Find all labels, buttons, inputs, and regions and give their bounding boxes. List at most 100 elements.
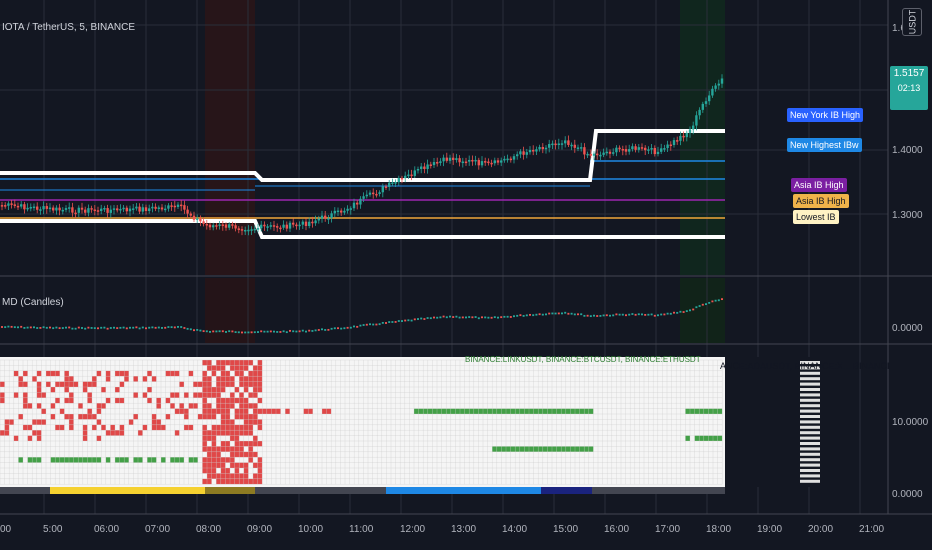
sub-candle (161, 327, 163, 329)
heat-cell (193, 381, 198, 387)
heat-cell (9, 419, 14, 425)
heat-cell (253, 451, 258, 458)
candle (468, 159, 471, 162)
candle (471, 159, 474, 162)
time-tick: 15:00 (553, 524, 578, 535)
price-tick: 1.3000 (892, 210, 923, 221)
sub-candle (679, 310, 682, 313)
sub-candle (317, 329, 320, 331)
candle (368, 192, 372, 195)
heat-cell (685, 408, 690, 414)
heat-cell (225, 381, 230, 387)
heat-cell (469, 408, 474, 414)
sub-candle (84, 327, 87, 330)
heat-cell (552, 446, 557, 452)
sub-candle (605, 314, 608, 317)
heat-cell (243, 397, 249, 404)
time-tick: 20:00 (808, 524, 833, 535)
heat-cell (253, 387, 258, 393)
sub-candle (685, 310, 688, 313)
heat-cell (253, 435, 258, 441)
sub-candle (173, 326, 176, 329)
heat-cell (36, 435, 42, 441)
last-price-badge: 1.5157 02:13 (890, 66, 928, 110)
sub-candle (167, 326, 170, 328)
heat-cell (253, 441, 258, 447)
heat-cell (529, 408, 534, 414)
sub-candle (593, 314, 595, 317)
heat-cell (216, 360, 221, 366)
sub-pane-title[interactable]: MD (Candles) (2, 297, 64, 308)
sub-candle (721, 298, 723, 301)
heat-cell (96, 403, 102, 409)
candle (138, 206, 141, 212)
heat-cell (220, 376, 226, 382)
session-segment (386, 487, 541, 494)
sub-candle (551, 312, 554, 315)
sub-candle (244, 331, 247, 334)
sub-candle (250, 331, 253, 334)
currency-button[interactable]: USDT (902, 8, 922, 36)
time-tick: 11:00 (349, 524, 374, 535)
heat-cell (23, 392, 28, 398)
sub-candle (87, 326, 90, 329)
heat-cell (69, 376, 74, 382)
candle (464, 161, 468, 164)
candle (336, 210, 340, 213)
heat-cell (239, 441, 244, 447)
sub-candle (151, 326, 154, 329)
heat-cell (211, 451, 217, 458)
session-bar (0, 487, 725, 494)
heat-cell (193, 403, 198, 409)
sub-candle (669, 312, 672, 315)
heat-cell (690, 408, 695, 414)
heat-cell (69, 392, 74, 398)
candle (452, 157, 455, 160)
new-highest-ib-text: New Highest IB (790, 140, 853, 150)
heat-cell (211, 365, 217, 371)
symbol-title[interactable]: IOTA / TetherUS, 5, BINANCE (2, 22, 136, 33)
heat-cell (92, 381, 97, 387)
heat-cell (257, 387, 263, 393)
heat-cell (717, 408, 723, 414)
sub-candle (132, 326, 135, 329)
sub-candle (260, 330, 263, 333)
heat-cell (124, 457, 129, 463)
heat-cell (225, 446, 230, 452)
candle (586, 153, 589, 156)
heat-cell (685, 435, 690, 441)
sub-candle (417, 318, 419, 320)
candle (263, 224, 266, 227)
candle (429, 164, 432, 166)
heat-cell (262, 408, 267, 414)
sub-candle (209, 330, 211, 333)
candle (298, 224, 301, 227)
heat-cell (207, 376, 212, 382)
heat-cell (55, 370, 60, 377)
heat-cell (188, 370, 194, 377)
new-highest-ib-tag: New Highest IBw (787, 138, 862, 152)
sub-candle (135, 326, 138, 329)
sub-candle (698, 305, 701, 307)
sub-candle (423, 318, 426, 320)
candle (202, 221, 205, 224)
sub-candle (609, 314, 611, 317)
sub-candle (365, 323, 368, 326)
side-label (800, 479, 820, 483)
heat-cell (253, 478, 258, 485)
heat-cell (207, 462, 212, 468)
sub-candle (631, 313, 634, 315)
sub-candle (644, 314, 647, 316)
heat-cell (257, 397, 263, 404)
candle (215, 225, 218, 227)
heat-cell (73, 457, 79, 463)
heat-cell (207, 446, 212, 452)
heat-cell (708, 435, 713, 441)
heat-cell (13, 392, 19, 398)
candle (397, 177, 400, 183)
heat-cell (538, 408, 543, 414)
heat-cell (234, 387, 240, 393)
side-label (800, 474, 820, 478)
heat-cell (234, 430, 240, 436)
